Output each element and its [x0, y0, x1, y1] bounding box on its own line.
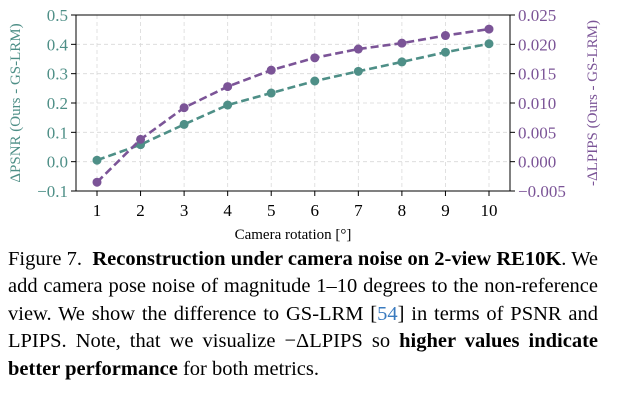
lpips-data-point [353, 44, 363, 54]
left-y-tick-label: 0.0 [47, 153, 68, 172]
lpips-data-point [223, 82, 233, 92]
citation-link[interactable]: 54 [377, 302, 398, 325]
left-y-tick-label: −0.1 [37, 182, 68, 201]
left-y-tick-label: 0.5 [47, 6, 68, 25]
caption-title: Reconstruction under camera noise on 2-v… [92, 248, 562, 270]
figure-caption: Figure 7. Reconstruction under camera no… [8, 246, 598, 383]
right-y-tick-label: 0.025 [518, 6, 556, 25]
lpips-data-point [136, 134, 146, 144]
right-y-tick-label: 0.020 [518, 35, 556, 54]
x-tick-label: 5 [267, 201, 276, 220]
lpips-data-point [179, 103, 189, 113]
right-y-axis-label: -ΔLPIPS (Ours - GS-LRM) [585, 20, 601, 186]
lpips-data-point [92, 177, 102, 187]
x-tick-label: 7 [354, 201, 363, 220]
left-y-tick-label: 0.2 [47, 94, 68, 113]
psnr-data-point [266, 88, 276, 98]
psnr-data-point [353, 66, 363, 76]
x-tick-label: 10 [481, 201, 498, 220]
x-tick-label: 6 [311, 201, 320, 220]
caption-emphasis: higher values indicate better performanc… [8, 330, 599, 380]
lpips-data-point [484, 24, 494, 34]
lpips-series-line [96, 27, 490, 184]
left-y-tick-label: 0.1 [47, 123, 68, 142]
right-y-tick-label: 0.005 [518, 123, 556, 142]
left-y-tick-label: 0.4 [47, 35, 69, 54]
caption-text-2: ] in terms of PSNR and LPIPS. Note, that… [8, 302, 598, 353]
psnr-series-line [96, 42, 490, 162]
x-tick-label: 8 [398, 201, 407, 220]
figure-label: Figure 7. [8, 248, 83, 270]
lpips-data-point [310, 53, 320, 63]
left-y-tick-label: 0.3 [47, 65, 68, 84]
right-y-tick-label: 0.000 [518, 153, 556, 172]
x-tick-label: 9 [441, 201, 450, 220]
caption-text-3: for both metrics. [177, 357, 320, 380]
line-chart: 1 2 3 4 5 6 7 8 9 10 −0.1 0.0 0.1 0.2 0.3 0.4 0.5 −0.005 0… [8, 6, 601, 243]
axis-ticks: 1 2 3 4 5 6 7 8 9 10 −0.1 0.0 0.1 0.2 0.3 0.4 0.5 −0.005 0… [37, 6, 566, 220]
psnr-data-point [397, 57, 407, 67]
psnr-data-point [223, 100, 233, 110]
right-y-tick-label: 0.015 [518, 65, 556, 84]
x-tick-label: 3 [180, 201, 189, 220]
lpips-data-point [440, 31, 450, 41]
psnr-data-point [92, 155, 102, 165]
psnr-data-point [310, 76, 320, 86]
psnr-data-point [179, 119, 189, 129]
right-y-tick-label: 0.010 [518, 94, 556, 113]
x-tick-label: 2 [136, 201, 145, 220]
caption-text-1: . We add camera pose noise of magnitude … [8, 248, 599, 325]
psnr-data-point [440, 47, 450, 57]
data-series [92, 24, 494, 187]
x-tick-label: 1 [93, 201, 102, 220]
right-y-tick-label: −0.005 [518, 182, 566, 201]
lpips-data-point [266, 65, 276, 75]
lpips-data-point [397, 38, 407, 48]
psnr-data-point [484, 39, 494, 49]
x-tick-label: 4 [223, 201, 232, 220]
left-y-axis-label: ΔPSNR (Ours - GS-LRM) [8, 23, 24, 182]
x-axis-label: Camera rotation [°] [235, 227, 352, 243]
gridlines [76, 15, 510, 191]
